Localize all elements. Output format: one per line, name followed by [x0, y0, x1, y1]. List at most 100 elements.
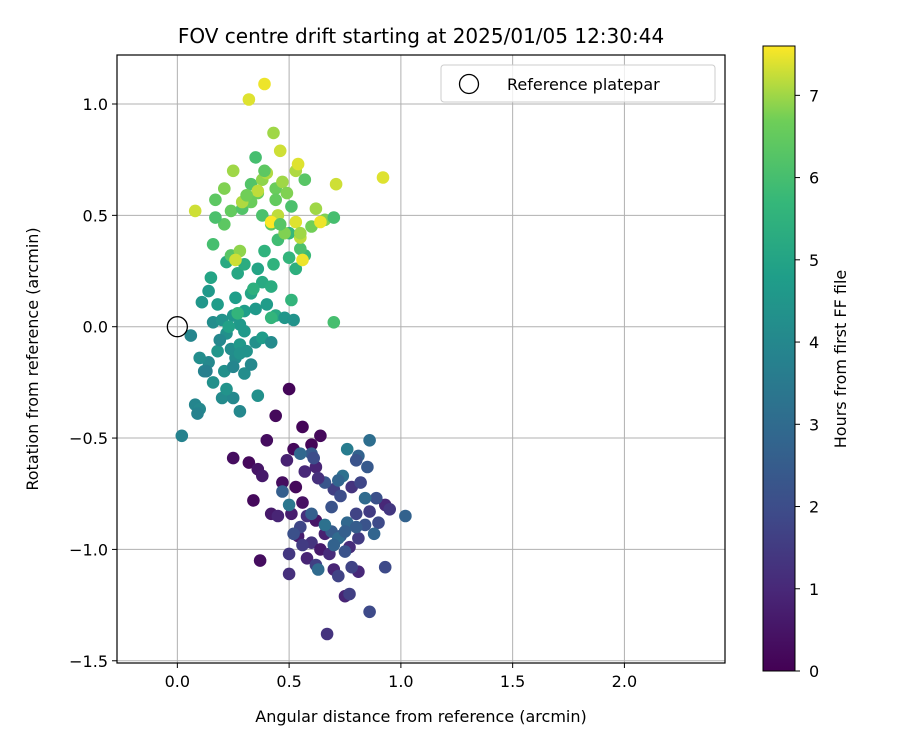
colorbar-tick-label: 1 — [809, 580, 819, 599]
data-point — [305, 507, 318, 521]
y-tick-label: −1.0 — [69, 540, 108, 559]
data-point — [191, 407, 204, 420]
data-point — [291, 157, 305, 171]
y-tick-label: 0.5 — [83, 206, 108, 225]
data-point — [273, 218, 287, 231]
x-tick-label: 0.0 — [165, 672, 190, 691]
data-point — [370, 491, 383, 505]
data-point — [354, 476, 367, 489]
data-point — [349, 507, 363, 521]
data-point — [332, 569, 345, 583]
data-point — [327, 538, 341, 552]
data-point — [345, 560, 359, 574]
data-point — [267, 126, 280, 140]
data-point — [195, 295, 209, 309]
data-point — [206, 376, 220, 389]
data-point — [244, 358, 258, 371]
data-point — [318, 518, 332, 532]
data-point — [240, 189, 253, 202]
data-point — [267, 258, 280, 271]
data-point — [289, 215, 303, 229]
colorbar-tick-label: 3 — [809, 415, 819, 434]
data-point — [251, 184, 265, 198]
data-point — [224, 204, 238, 218]
data-point — [334, 489, 347, 503]
data-point — [282, 382, 296, 396]
data-point — [242, 456, 256, 469]
data-point — [289, 262, 303, 276]
data-point — [376, 171, 390, 184]
data-point — [338, 525, 352, 538]
data-point — [184, 329, 198, 342]
y-tick-label: −0.5 — [69, 429, 108, 448]
data-point — [211, 344, 224, 358]
x-tick-label: 2.0 — [612, 672, 637, 691]
data-point — [361, 460, 374, 474]
legend: Reference platepar — [440, 64, 716, 103]
data-point — [327, 316, 341, 329]
data-point — [213, 333, 227, 347]
data-point — [325, 500, 338, 514]
data-point — [229, 291, 242, 305]
x-axis-label: Angular distance from reference (arcmin) — [255, 707, 586, 726]
data-point — [296, 253, 309, 267]
colorbar-gradient — [762, 45, 796, 672]
data-point — [226, 451, 240, 465]
data-point — [320, 627, 334, 641]
data-point — [258, 164, 271, 178]
data-point — [226, 391, 240, 405]
x-axis-ticks: 0.0 0.5 1.0 1.5 2.0 — [165, 663, 637, 691]
data-point — [280, 186, 294, 200]
data-point — [260, 298, 274, 311]
data-point — [285, 293, 298, 307]
data-point — [247, 282, 260, 296]
data-point — [276, 476, 289, 489]
y-axis-ticks: −1.5 −1.0 −0.5 0.0 0.5 1.0 — [69, 95, 117, 671]
data-point — [200, 364, 213, 378]
data-point — [285, 200, 298, 213]
legend-label: Reference platepar — [507, 75, 660, 94]
data-point — [204, 271, 218, 285]
data-point — [332, 474, 345, 487]
data-point — [218, 218, 231, 231]
data-point — [231, 267, 244, 280]
x-tick-label: 1.0 — [388, 672, 413, 691]
data-point — [327, 211, 341, 224]
data-point — [218, 182, 231, 195]
data-point — [220, 382, 233, 396]
y-axis-label: Rotation from reference (arcmin) — [23, 227, 42, 490]
data-point — [363, 605, 376, 619]
data-point — [264, 311, 278, 325]
data-point — [372, 516, 385, 529]
data-point — [296, 420, 309, 434]
colorbar-tick-label: 7 — [809, 86, 819, 105]
data-point — [209, 211, 222, 224]
data-point — [340, 442, 354, 456]
data-point — [289, 480, 303, 494]
data-point — [287, 313, 300, 327]
data-point — [253, 554, 267, 567]
grid-lines — [117, 55, 725, 663]
data-point — [264, 280, 278, 293]
data-point — [363, 505, 376, 518]
data-point — [276, 485, 289, 498]
data-point — [222, 320, 236, 334]
data-point — [273, 144, 287, 158]
data-point — [206, 238, 220, 251]
data-point — [255, 209, 269, 222]
data-point — [349, 520, 363, 534]
reference-platepar-marker — [166, 316, 189, 338]
data-point — [363, 434, 376, 447]
data-point — [238, 324, 251, 338]
colorbar-ticks: 0 1 2 3 4 5 6 7 — [795, 86, 819, 681]
legend-box — [440, 64, 716, 103]
data-point — [298, 173, 312, 186]
y-tick-label: 1.0 — [83, 95, 108, 114]
plot-frame — [116, 54, 726, 664]
data-point — [188, 204, 202, 218]
data-point — [314, 429, 327, 443]
data-point — [287, 527, 300, 541]
data-point — [280, 454, 294, 467]
data-point — [300, 552, 314, 565]
